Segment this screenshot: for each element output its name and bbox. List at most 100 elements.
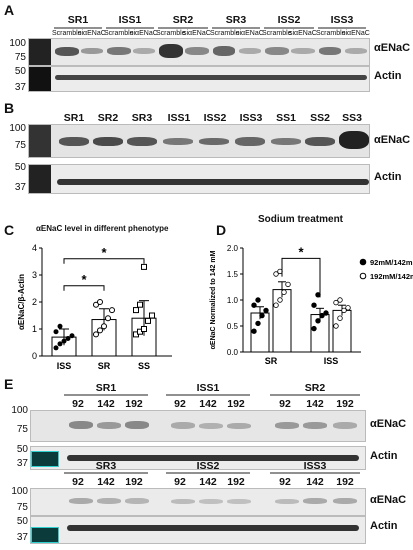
significance-bracket bbox=[63, 285, 105, 291]
ladder-lane bbox=[29, 125, 51, 157]
conc-label: 142 bbox=[97, 476, 115, 488]
legend-marker bbox=[359, 272, 367, 280]
data-point bbox=[57, 323, 63, 329]
blot-e-group-label: SR3 bbox=[95, 460, 117, 472]
x-tick-label: SR bbox=[98, 361, 111, 371]
data-point bbox=[337, 297, 343, 303]
blot-a-sublane-label: Scramble bbox=[210, 30, 240, 37]
blot-e-marker: 75 bbox=[16, 502, 28, 513]
data-point bbox=[149, 312, 155, 319]
conc-label: 92 bbox=[279, 476, 291, 488]
y-tick-label: 1.0 bbox=[227, 296, 239, 305]
conc-label: 142 bbox=[199, 398, 217, 410]
blot-a-sublane-label: Scramble bbox=[52, 30, 82, 37]
ladder-lane bbox=[29, 165, 51, 193]
y-tick-label: 0 bbox=[32, 351, 37, 361]
y-tick-label: 1.5 bbox=[227, 270, 239, 279]
blot-e-group-label: ISS2 bbox=[196, 460, 220, 472]
blot-e1-enac-strip bbox=[30, 410, 366, 442]
data-point bbox=[97, 299, 103, 305]
blot-b-marker: 75 bbox=[14, 140, 26, 151]
data-point bbox=[323, 310, 329, 316]
blot-a-marker: 50 bbox=[14, 66, 26, 77]
data-point bbox=[345, 305, 351, 311]
data-point bbox=[311, 302, 317, 308]
blot-b-lane-label: SS1 bbox=[276, 112, 296, 124]
conc-label: 192 bbox=[336, 476, 354, 488]
conc-label: 92 bbox=[72, 476, 84, 488]
blot-b-marker: 37 bbox=[14, 182, 26, 193]
data-point bbox=[319, 312, 325, 319]
data-point bbox=[337, 315, 343, 321]
blot-a-enac-label: αENaC bbox=[374, 42, 411, 54]
blot-b-actin-label: Actin bbox=[374, 171, 402, 183]
blot-a-actin-label: Actin bbox=[374, 70, 402, 82]
y-tick-label: 0.5 bbox=[227, 322, 239, 331]
blot-b-marker: 50 bbox=[14, 162, 26, 173]
conc-label: 92 bbox=[279, 398, 291, 410]
data-point bbox=[251, 302, 257, 308]
blot-a-sublane-label: siαENaC bbox=[289, 30, 317, 37]
data-point bbox=[255, 297, 261, 303]
panel-b-label: B bbox=[4, 100, 15, 116]
blot-a-marker: 100 bbox=[9, 38, 26, 49]
data-point bbox=[105, 315, 111, 322]
conc-label: 92 bbox=[174, 476, 186, 488]
blot-a-sublane-label: Scramble bbox=[104, 30, 134, 37]
blot-b-lane-label: ISS3 bbox=[239, 112, 263, 124]
blot-e1-actin-strip bbox=[30, 446, 366, 470]
blot-b-enac-strip bbox=[28, 124, 370, 158]
conc-label: 192 bbox=[336, 398, 354, 410]
blot-a-sublane-label: siαENaC bbox=[236, 30, 264, 37]
blot-b-lane-label: ISS2 bbox=[203, 112, 227, 124]
x-tick-label: ISS bbox=[57, 361, 72, 371]
blot-e-marker: 50 bbox=[16, 516, 28, 527]
conc-label: 192 bbox=[125, 398, 143, 410]
blot-b-lane-label: SS3 bbox=[342, 112, 362, 124]
blot-a-sublane-label: siαENaC bbox=[342, 30, 370, 37]
chart-d-title: Sodium treatment bbox=[258, 214, 344, 225]
ladder-lane bbox=[29, 67, 51, 91]
y-tick-label: 0.0 bbox=[227, 348, 239, 357]
data-point bbox=[133, 307, 139, 314]
blot-b-lane-label: SR2 bbox=[97, 112, 119, 124]
ladder-lane bbox=[31, 527, 59, 543]
blot-b-lane-label: ISS1 bbox=[167, 112, 191, 124]
blot-e1-actin-label: Actin bbox=[370, 450, 398, 462]
conc-label: 142 bbox=[97, 398, 115, 410]
data-point bbox=[53, 329, 59, 335]
blot-e-row2-underlines bbox=[64, 472, 360, 474]
blot-e-marker: 75 bbox=[16, 424, 28, 435]
data-point bbox=[97, 327, 103, 334]
blot-b-marker: 100 bbox=[9, 123, 26, 134]
blot-a-sublane-label: Scramble bbox=[156, 30, 186, 37]
data-point bbox=[53, 345, 59, 351]
conc-label: 192 bbox=[227, 476, 245, 488]
blot-a-sublane-label: Scramble bbox=[262, 30, 292, 37]
blot-b-lane-label: SS2 bbox=[310, 112, 330, 124]
data-point bbox=[333, 299, 339, 306]
data-point bbox=[341, 307, 347, 314]
chart-d: 0.0 0.5 1.0 1.5 2.0 αENaC Normalized to 142 m… bbox=[210, 244, 413, 366]
data-point bbox=[101, 323, 107, 330]
legend-marker bbox=[359, 258, 367, 266]
blot-a-group-label: ISS1 bbox=[118, 14, 142, 26]
data-point bbox=[281, 289, 287, 295]
data-point bbox=[311, 325, 317, 332]
blot-a-marker: 75 bbox=[14, 52, 26, 63]
data-point bbox=[69, 333, 75, 339]
blot-e-group-label: SR2 bbox=[304, 382, 326, 394]
y-tick-label: 4 bbox=[32, 243, 37, 253]
data-point bbox=[273, 271, 279, 277]
data-point bbox=[137, 301, 143, 308]
blot-e-marker: 100 bbox=[11, 486, 28, 497]
significance-star: * bbox=[101, 245, 107, 260]
data-point bbox=[315, 318, 321, 324]
blot-e-row1-underlines bbox=[64, 394, 360, 396]
ladder-lane bbox=[29, 39, 51, 65]
data-point bbox=[141, 326, 147, 332]
blot-a-group-label: SR2 bbox=[172, 14, 194, 26]
blot-e-marker: 100 bbox=[11, 405, 28, 416]
